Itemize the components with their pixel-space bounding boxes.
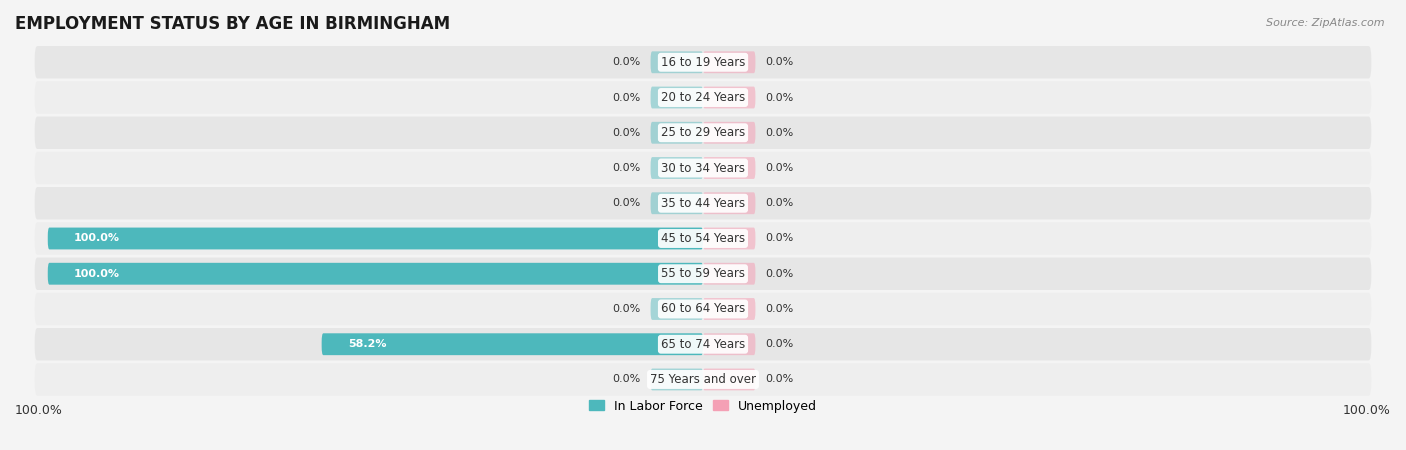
FancyBboxPatch shape xyxy=(48,228,703,249)
FancyBboxPatch shape xyxy=(35,222,1371,255)
FancyBboxPatch shape xyxy=(651,86,703,108)
Text: 100.0%: 100.0% xyxy=(75,234,120,243)
FancyBboxPatch shape xyxy=(48,263,703,285)
Text: 0.0%: 0.0% xyxy=(613,57,641,67)
Text: 0.0%: 0.0% xyxy=(613,374,641,384)
Text: 30 to 34 Years: 30 to 34 Years xyxy=(661,162,745,175)
FancyBboxPatch shape xyxy=(35,187,1371,220)
Text: 100.0%: 100.0% xyxy=(75,269,120,279)
Text: 0.0%: 0.0% xyxy=(765,374,793,384)
Text: 0.0%: 0.0% xyxy=(765,128,793,138)
FancyBboxPatch shape xyxy=(651,192,703,214)
FancyBboxPatch shape xyxy=(35,293,1371,325)
Text: 60 to 64 Years: 60 to 64 Years xyxy=(661,302,745,315)
FancyBboxPatch shape xyxy=(651,369,703,391)
FancyBboxPatch shape xyxy=(35,81,1371,114)
FancyBboxPatch shape xyxy=(651,157,703,179)
Text: 0.0%: 0.0% xyxy=(765,269,793,279)
Text: 45 to 54 Years: 45 to 54 Years xyxy=(661,232,745,245)
Legend: In Labor Force, Unemployed: In Labor Force, Unemployed xyxy=(583,395,823,418)
Text: 35 to 44 Years: 35 to 44 Years xyxy=(661,197,745,210)
Text: 20 to 24 Years: 20 to 24 Years xyxy=(661,91,745,104)
Text: 0.0%: 0.0% xyxy=(613,304,641,314)
Text: 58.2%: 58.2% xyxy=(347,339,387,349)
FancyBboxPatch shape xyxy=(703,228,755,249)
Text: 0.0%: 0.0% xyxy=(765,198,793,208)
Text: 65 to 74 Years: 65 to 74 Years xyxy=(661,338,745,351)
Text: 55 to 59 Years: 55 to 59 Years xyxy=(661,267,745,280)
Text: Source: ZipAtlas.com: Source: ZipAtlas.com xyxy=(1267,18,1385,28)
FancyBboxPatch shape xyxy=(703,298,755,320)
Text: 0.0%: 0.0% xyxy=(765,234,793,243)
FancyBboxPatch shape xyxy=(35,363,1371,396)
Text: 0.0%: 0.0% xyxy=(765,339,793,349)
Text: 0.0%: 0.0% xyxy=(613,198,641,208)
FancyBboxPatch shape xyxy=(703,192,755,214)
FancyBboxPatch shape xyxy=(703,333,755,355)
Text: 0.0%: 0.0% xyxy=(765,93,793,103)
Text: 100.0%: 100.0% xyxy=(15,404,63,417)
Text: 100.0%: 100.0% xyxy=(1343,404,1391,417)
FancyBboxPatch shape xyxy=(322,333,703,355)
FancyBboxPatch shape xyxy=(35,328,1371,360)
Text: 0.0%: 0.0% xyxy=(765,163,793,173)
FancyBboxPatch shape xyxy=(35,117,1371,149)
FancyBboxPatch shape xyxy=(651,122,703,144)
Text: 75 Years and over: 75 Years and over xyxy=(650,373,756,386)
FancyBboxPatch shape xyxy=(703,86,755,108)
Text: EMPLOYMENT STATUS BY AGE IN BIRMINGHAM: EMPLOYMENT STATUS BY AGE IN BIRMINGHAM xyxy=(15,15,450,33)
Text: 0.0%: 0.0% xyxy=(613,128,641,138)
FancyBboxPatch shape xyxy=(703,263,755,285)
FancyBboxPatch shape xyxy=(703,122,755,144)
FancyBboxPatch shape xyxy=(703,157,755,179)
Text: 0.0%: 0.0% xyxy=(765,57,793,67)
FancyBboxPatch shape xyxy=(703,51,755,73)
FancyBboxPatch shape xyxy=(651,51,703,73)
Text: 16 to 19 Years: 16 to 19 Years xyxy=(661,56,745,69)
FancyBboxPatch shape xyxy=(703,369,755,391)
FancyBboxPatch shape xyxy=(35,152,1371,184)
Text: 0.0%: 0.0% xyxy=(613,93,641,103)
Text: 0.0%: 0.0% xyxy=(765,304,793,314)
FancyBboxPatch shape xyxy=(651,298,703,320)
Text: 25 to 29 Years: 25 to 29 Years xyxy=(661,126,745,139)
Text: 0.0%: 0.0% xyxy=(613,163,641,173)
FancyBboxPatch shape xyxy=(35,46,1371,78)
FancyBboxPatch shape xyxy=(35,257,1371,290)
